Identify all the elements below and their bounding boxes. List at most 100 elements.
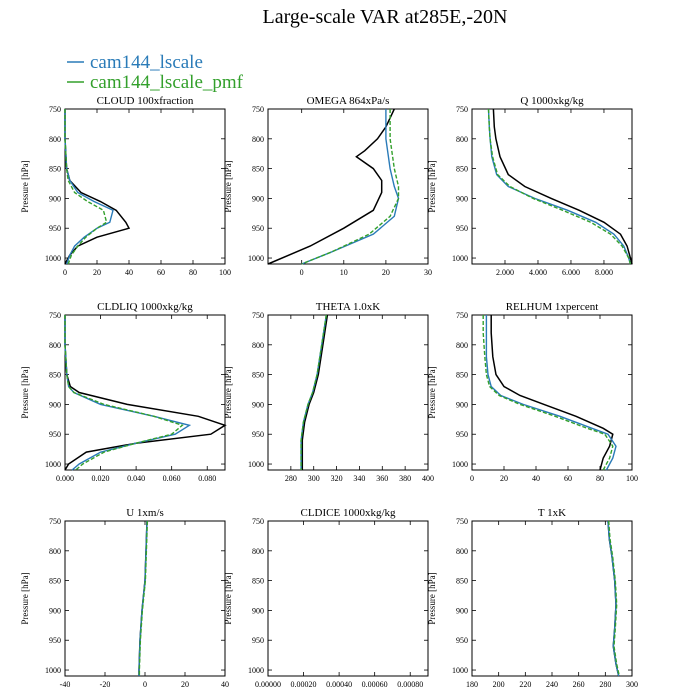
y-tick-label: 800 <box>456 547 468 556</box>
panel-title: U 1xm/s <box>126 507 164 519</box>
y-tick-label: 800 <box>49 341 61 350</box>
x-tick-label: -20 <box>100 680 111 689</box>
panel-5: RELHUM 1xpercent 0 20 40 60 80 100 750 800 850 900… <box>427 301 638 483</box>
x-tick-label: 200 <box>493 680 505 689</box>
series-line-green <box>64 315 184 471</box>
series-line-green <box>482 315 614 471</box>
series-line-black <box>267 108 395 265</box>
y-tick-label: 1000 <box>248 460 264 469</box>
y-tick-label: 900 <box>456 194 468 203</box>
y-tick-label: 750 <box>49 517 61 526</box>
series-line-green <box>300 314 327 470</box>
plot-frame <box>267 520 429 677</box>
x-tick-label: 380 <box>399 474 411 483</box>
panel-title: T 1xK <box>538 507 566 519</box>
y-tick-label: 750 <box>252 517 264 526</box>
panel-title: CLDICE 1000xkg/kg <box>300 507 396 519</box>
x-tick-label: 2.000 <box>496 268 514 277</box>
panel-3: CLDLIQ 1000xkg/kg 0.000 0.020 0.040 0.060 0.0… <box>20 301 227 483</box>
x-tick-label: 0.060 <box>163 474 181 483</box>
y-tick-label: 850 <box>456 371 468 380</box>
y-tick-label: 800 <box>252 135 264 144</box>
y-tick-label: 950 <box>49 636 61 645</box>
y-tick-label: 1000 <box>45 254 61 263</box>
y-axis-label: Pressure [hPa] <box>427 572 437 624</box>
x-tick-label: 0 <box>63 268 67 277</box>
y-tick-label: 1000 <box>45 460 61 469</box>
y-tick-label: 1000 <box>45 666 61 675</box>
plot-frame <box>471 314 633 471</box>
y-tick-label: 850 <box>252 165 264 174</box>
y-tick-label: 950 <box>252 224 264 233</box>
series-line-green <box>64 109 108 265</box>
y-axis-label: Pressure [hPa] <box>20 366 30 418</box>
x-tick-label: 300 <box>626 680 638 689</box>
x-tick-label: 60 <box>564 474 572 483</box>
series-line-blue <box>607 520 620 677</box>
y-tick-label: 800 <box>456 135 468 144</box>
y-tick-label: 750 <box>456 311 468 320</box>
y-tick-label: 900 <box>252 400 264 409</box>
x-tick-label: 280 <box>285 474 297 483</box>
series-line-blue <box>64 109 114 265</box>
x-tick-label: 8.000 <box>595 268 613 277</box>
panel-title: CLOUD 100xfraction <box>97 95 194 107</box>
x-tick-label: 0.00060 <box>362 680 388 689</box>
x-tick-label: 0 <box>470 474 474 483</box>
y-tick-label: 1000 <box>248 666 264 675</box>
x-tick-label: 0.00080 <box>397 680 423 689</box>
y-tick-label: 750 <box>252 105 264 114</box>
x-tick-label: 0.00040 <box>326 680 352 689</box>
series-line-blue <box>64 315 192 471</box>
y-tick-label: 950 <box>252 430 264 439</box>
plot-frame <box>64 108 226 265</box>
x-tick-label: 40 <box>532 474 540 483</box>
x-tick-label: -40 <box>60 680 71 689</box>
y-tick-label: 800 <box>49 135 61 144</box>
x-tick-label: 10 <box>340 268 348 277</box>
x-tick-label: 6.000 <box>562 268 580 277</box>
y-axis-label: Pressure [hPa] <box>223 572 233 624</box>
plot-frame <box>64 314 226 471</box>
series-line-blue <box>301 109 400 265</box>
legend-label-lscale: cam144_lscale <box>90 52 203 73</box>
x-tick-label: 0.000 <box>56 474 74 483</box>
y-tick-label: 900 <box>456 606 468 615</box>
y-tick-label: 900 <box>252 194 264 203</box>
x-tick-label: 100 <box>219 268 231 277</box>
x-tick-label: 0 <box>300 268 304 277</box>
y-tick-label: 750 <box>49 311 61 320</box>
y-tick-label: 950 <box>456 224 468 233</box>
y-tick-label: 850 <box>456 577 468 586</box>
y-tick-label: 1000 <box>452 460 468 469</box>
panel-title: RELHUM 1xpercent <box>506 301 599 313</box>
y-tick-label: 900 <box>456 400 468 409</box>
plot-frame <box>267 108 429 265</box>
y-tick-label: 750 <box>252 311 264 320</box>
series-line-green <box>487 108 632 265</box>
y-axis-label: Pressure [hPa] <box>223 366 233 418</box>
panel-1: OMEGA 864xPa/s 0 10 20 30 750 800 850 900 950 1000… <box>223 95 432 277</box>
x-tick-label: 300 <box>308 474 320 483</box>
series-line-black <box>492 108 633 265</box>
x-tick-label: 220 <box>519 680 531 689</box>
panel-6: U 1xm/s -40 -20 0 20 40 750 800 850 900 950 1000 Pre… <box>20 507 229 689</box>
plot-frame <box>471 520 633 677</box>
y-tick-label: 750 <box>49 105 61 114</box>
y-tick-label: 950 <box>49 430 61 439</box>
y-tick-label: 900 <box>252 606 264 615</box>
x-tick-label: 20 <box>500 474 508 483</box>
y-tick-label: 850 <box>456 165 468 174</box>
x-tick-label: 0.080 <box>198 474 216 483</box>
y-tick-label: 800 <box>252 547 264 556</box>
x-tick-label: 340 <box>353 474 365 483</box>
y-tick-label: 950 <box>252 636 264 645</box>
panel-title: OMEGA 864xPa/s <box>307 95 390 107</box>
y-tick-label: 950 <box>456 430 468 439</box>
y-tick-label: 950 <box>456 636 468 645</box>
x-tick-label: 240 <box>546 680 558 689</box>
y-tick-label: 1000 <box>248 254 264 263</box>
x-tick-label: 100 <box>626 474 638 483</box>
y-tick-label: 900 <box>49 194 61 203</box>
